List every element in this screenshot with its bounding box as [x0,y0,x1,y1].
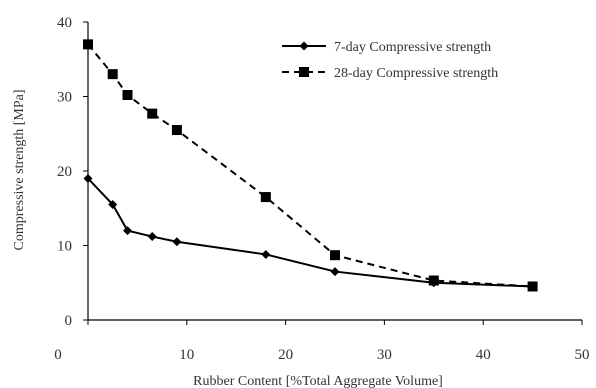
series-line [87,177,533,288]
x-tick-label: 20 [278,347,293,363]
data-point [83,39,93,50]
x-tick-label: 0 [54,347,62,363]
y-tick-label: 20 [57,164,72,180]
data-point [123,226,133,236]
data-point [83,173,93,183]
legend-label: 7-day Compressive strength [334,40,491,55]
legend-label: 28-day Compressive strength [334,66,498,81]
data-point [147,232,157,242]
x-tick-label: 30 [377,347,392,363]
legend: 7-day Compressive strength 28-day Compres… [282,40,498,81]
x-axis-label: Rubber Content [%Total Aggregate Volume] [193,374,443,388]
data-point [171,125,182,136]
data-point [261,249,271,259]
series-2 [83,39,538,292]
data-point [330,250,340,261]
y-axis-label: Compressive strength [MPa] [12,90,27,251]
data-point [260,192,271,203]
data-point [172,237,182,247]
x-tick-label: 10 [179,347,194,363]
series-1 [83,173,538,291]
legend-marker [299,67,309,77]
data-point [428,275,439,286]
data-point [107,69,118,80]
data-point [108,200,118,210]
data-point [122,90,133,101]
x-tick-label: 50 [575,347,590,363]
y-tick-label: 30 [57,90,72,106]
data-point [330,267,340,277]
x-tick-label: 40 [476,347,491,363]
data-point [147,108,158,119]
y-tick-label: 40 [57,15,72,31]
legend-marker [299,41,309,51]
data-point [527,281,538,292]
y-tick-label: 10 [57,239,72,255]
ticks: 0 10 20 30 40 0 10 20 30 40 50 [54,15,589,363]
y-tick-label: 0 [65,313,73,329]
series-layer [83,39,538,292]
